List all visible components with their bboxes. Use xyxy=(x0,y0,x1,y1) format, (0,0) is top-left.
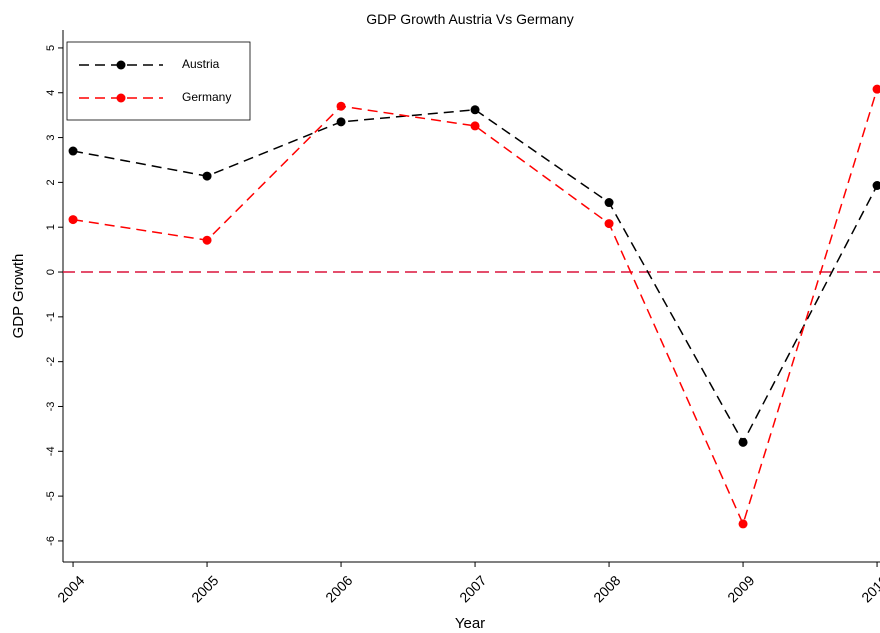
point xyxy=(872,84,880,94)
legend-box xyxy=(66,41,251,121)
legend-marker xyxy=(116,93,126,103)
point xyxy=(202,171,212,181)
y-tick-label: 1 xyxy=(45,224,57,230)
point xyxy=(604,198,614,208)
y-tick-label: 2 xyxy=(45,179,57,185)
point xyxy=(68,215,78,225)
x-tick-label: 2008 xyxy=(590,572,623,605)
point xyxy=(738,519,748,529)
point xyxy=(68,146,78,156)
y-tick-label: -5 xyxy=(45,491,57,501)
y-tick-label: 5 xyxy=(45,45,57,51)
point xyxy=(872,181,880,191)
y-tick-label: 4 xyxy=(45,90,57,96)
point xyxy=(202,235,212,245)
y-tick-label: 3 xyxy=(45,135,57,141)
point xyxy=(336,101,346,111)
x-tick-label: 2007 xyxy=(456,572,489,605)
point xyxy=(604,219,614,229)
x-tick-label: 2010 xyxy=(858,572,880,605)
y-tick-label: -1 xyxy=(45,312,57,322)
x-tick-label: 2009 xyxy=(724,572,757,605)
point xyxy=(470,121,480,131)
series-line xyxy=(72,109,878,444)
chart-title: GDP Growth Austria Vs Germany xyxy=(366,11,573,27)
y-axis-label: GDP Growth xyxy=(10,254,27,339)
point xyxy=(738,437,748,447)
x-tick-label: 2005 xyxy=(188,572,221,605)
y-tick-label: -3 xyxy=(45,402,57,412)
legend-marker xyxy=(116,60,126,70)
y-tick-label: -4 xyxy=(45,446,57,456)
y-tick-label: 0 xyxy=(45,269,57,275)
x-tick-label: 2004 xyxy=(54,572,87,605)
y-tick-label: -6 xyxy=(45,536,57,546)
series-line xyxy=(72,88,878,527)
x-tick-label: 2006 xyxy=(322,572,355,605)
point xyxy=(470,105,480,115)
legend-label: Germany xyxy=(182,90,231,104)
point xyxy=(336,117,346,127)
legend-label: Austria xyxy=(182,57,220,71)
x-axis-label: Year xyxy=(455,615,485,632)
y-tick-label: -2 xyxy=(45,357,57,367)
